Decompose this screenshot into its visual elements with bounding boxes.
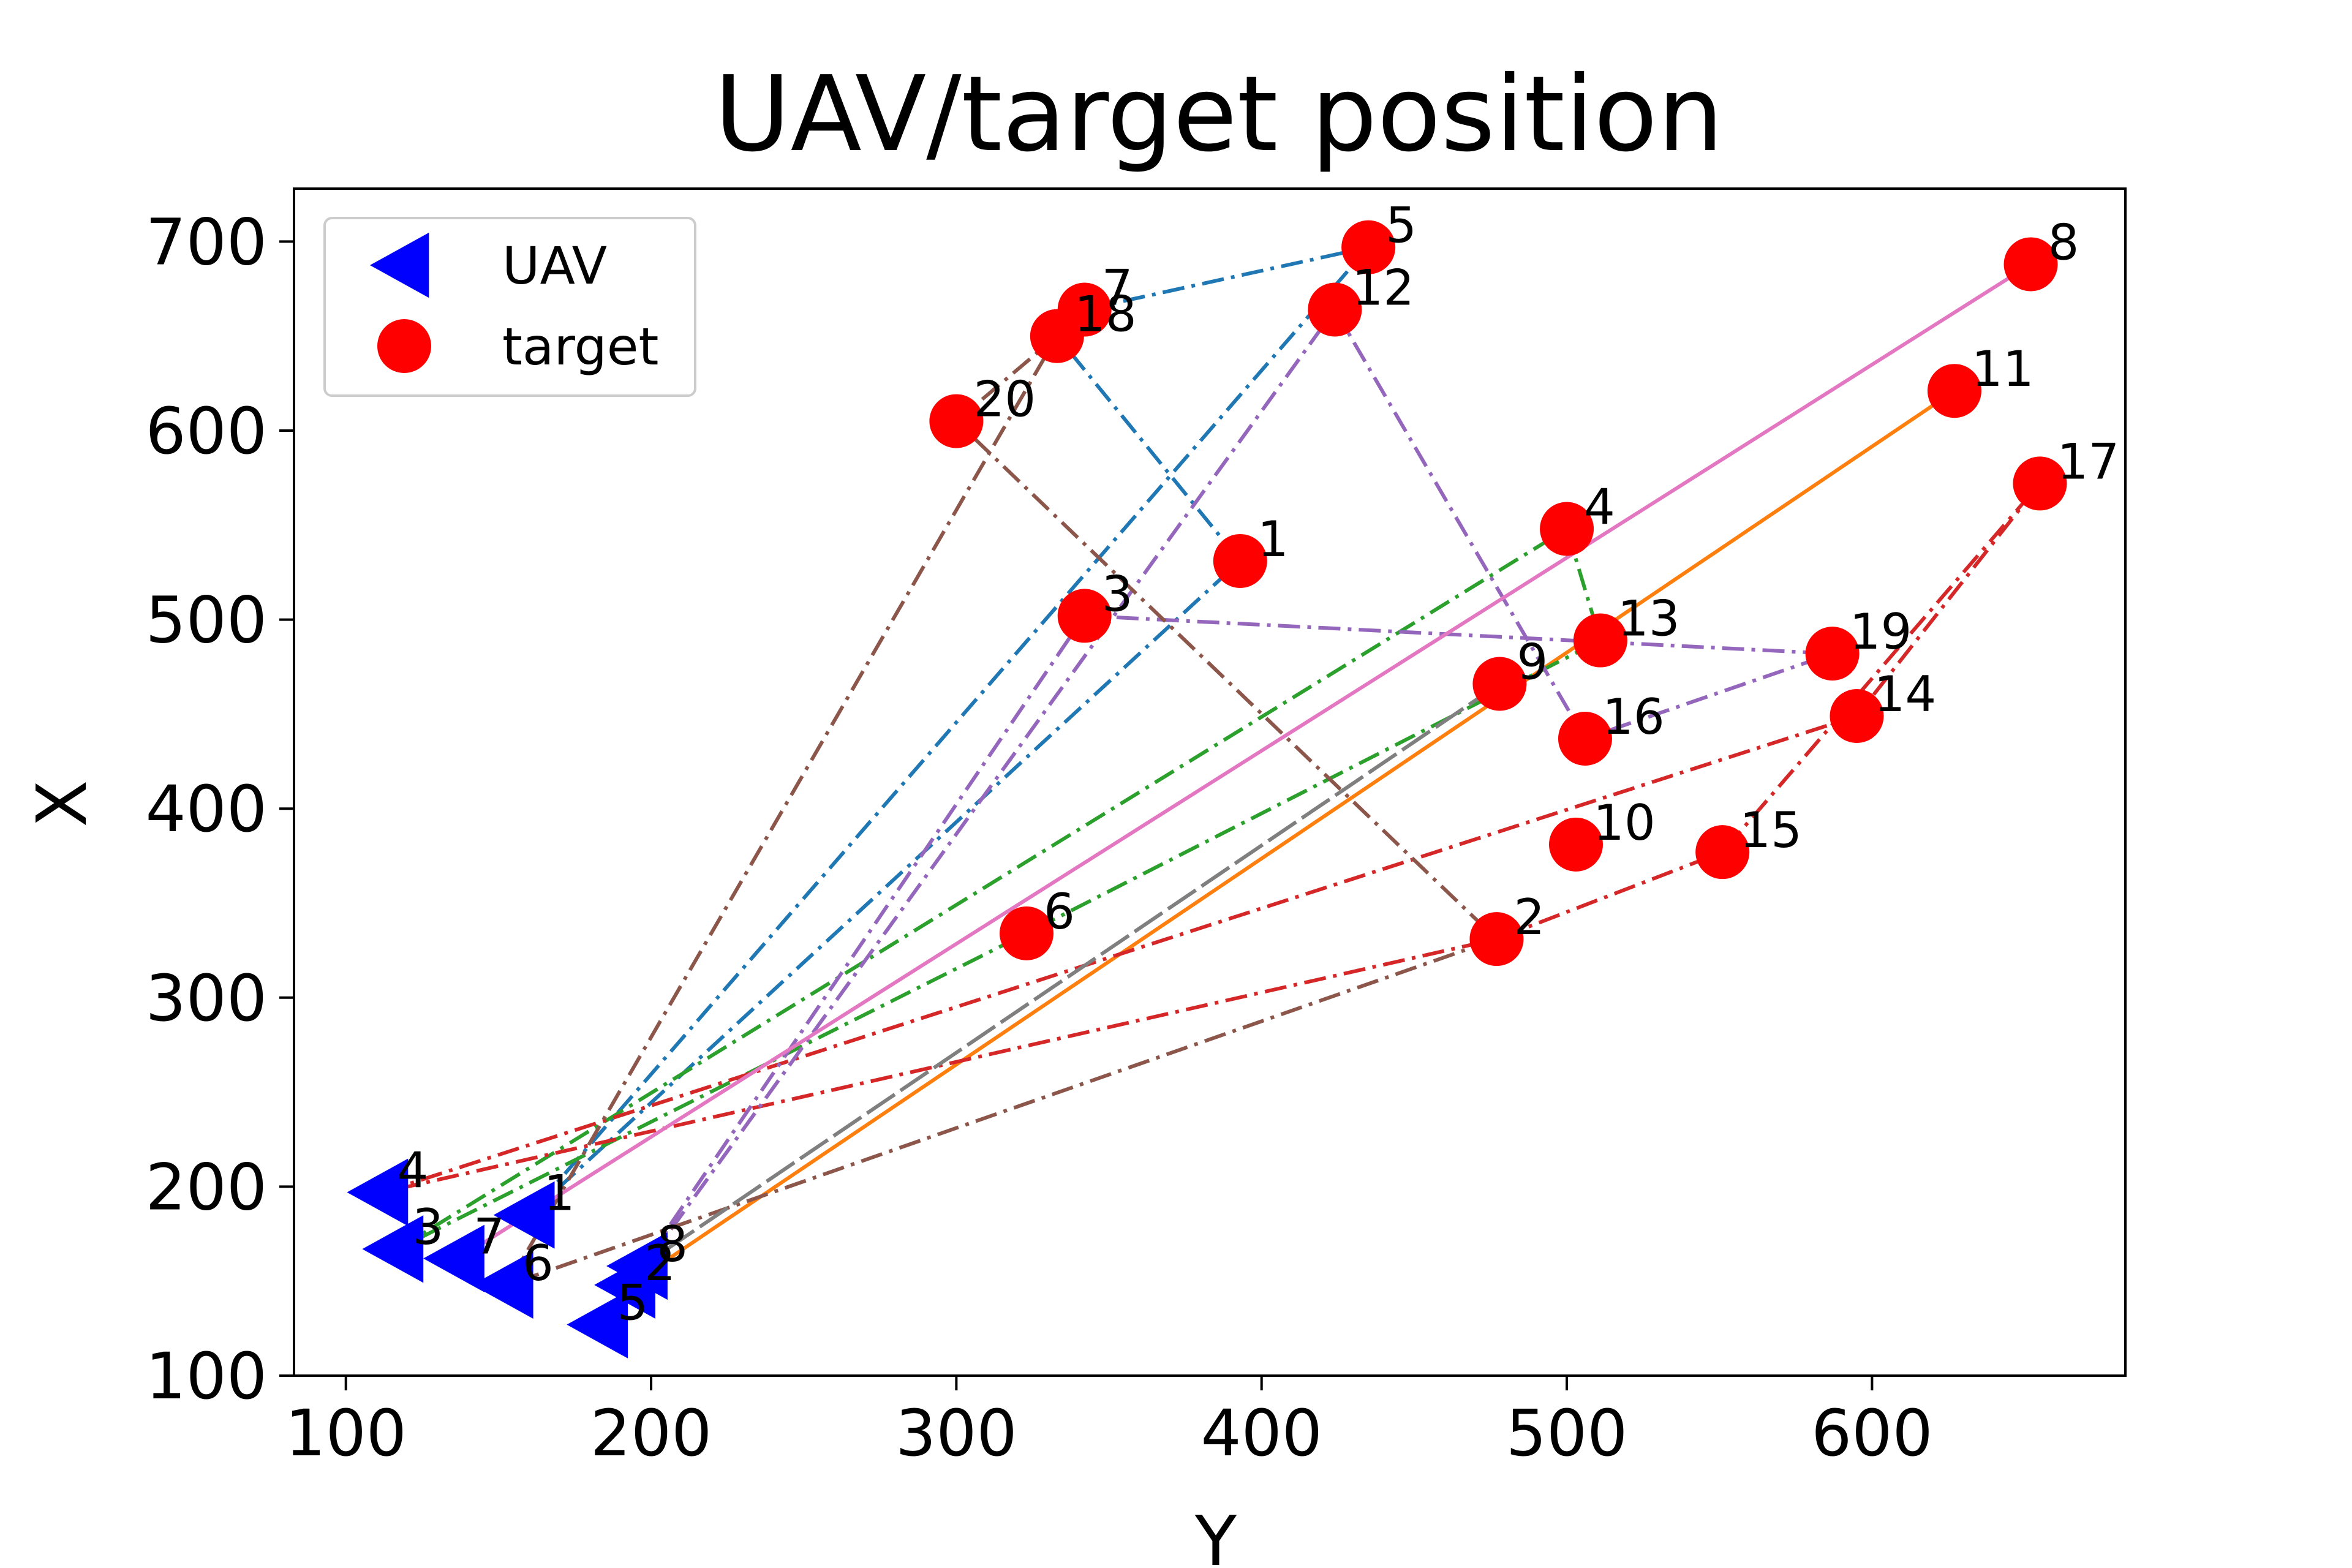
- target-marker-9: [1472, 657, 1527, 711]
- target-label-19: 19: [1850, 603, 1912, 660]
- y-axis-ticks: 100 200 300 400 500 600 700: [145, 205, 294, 1414]
- x-tick-label-200: 200: [590, 1396, 712, 1471]
- target-marker-12: [1308, 282, 1362, 337]
- y-tick-label-500: 500: [145, 583, 267, 658]
- x-axis-ticks: 100 200 300 400 500 600: [285, 1376, 1933, 1471]
- uav-marker-7: [423, 1224, 484, 1292]
- legend-uav-icon: [370, 232, 429, 298]
- target-marker-6: [1000, 906, 1054, 960]
- target-label-10: 10: [1593, 794, 1656, 851]
- x-axis-label: Y: [1194, 1502, 1237, 1568]
- target-label-4: 4: [1584, 478, 1615, 535]
- y-tick-label-300: 300: [145, 961, 267, 1036]
- x-tick-label-100: 100: [285, 1396, 407, 1471]
- target-marker-4: [1540, 502, 1594, 556]
- uav-label-6: 6: [522, 1235, 554, 1292]
- target-label-8: 8: [2048, 214, 2079, 271]
- target-marker-20: [929, 394, 984, 448]
- target-label-17: 17: [2057, 433, 2119, 490]
- uav-label-5: 5: [617, 1275, 648, 1332]
- route-line-uav-1: [527, 245, 1371, 1216]
- target-label-7: 7: [1102, 260, 1133, 317]
- uav-marker-8: [606, 1232, 668, 1300]
- target-label-20: 20: [973, 371, 1036, 428]
- x-tick-label-300: 300: [895, 1396, 1017, 1471]
- uav-marker-1: [493, 1181, 555, 1249]
- y-axis-label: X: [23, 780, 102, 827]
- y-tick-label-600: 600: [145, 394, 267, 469]
- uav-label-2: 2: [644, 1235, 676, 1292]
- uav-label-8: 8: [657, 1216, 688, 1273]
- y-tick-label-700: 700: [145, 205, 267, 279]
- uav-marker-6: [472, 1251, 533, 1319]
- uav-label-7: 7: [473, 1208, 505, 1265]
- target-label-11: 11: [1972, 341, 2034, 398]
- target-marker-11: [1927, 364, 1981, 418]
- target-label-5: 5: [1385, 197, 1417, 254]
- y-tick-label-200: 200: [145, 1150, 267, 1224]
- target-label-12: 12: [1352, 260, 1414, 317]
- legend-target-icon: [377, 319, 431, 373]
- target-label-3: 3: [1102, 565, 1133, 622]
- route-line-uav-4: [382, 481, 2042, 1194]
- uav-label-1: 1: [544, 1165, 575, 1222]
- target-label-9: 9: [1517, 634, 1548, 691]
- x-tick-label-400: 400: [1200, 1396, 1322, 1471]
- target-label-15: 15: [1740, 802, 1802, 859]
- y-tick-label-400: 400: [145, 772, 267, 846]
- target-marker-10: [1549, 817, 1603, 872]
- x-tick-label-600: 600: [1811, 1396, 1933, 1471]
- target-marker-14: [1830, 688, 1884, 743]
- y-tick-label-100: 100: [145, 1339, 267, 1414]
- target-label-2: 2: [1513, 889, 1545, 946]
- x-tick-label-500: 500: [1506, 1396, 1628, 1471]
- legend-label-target: target: [502, 317, 658, 377]
- target-label-6: 6: [1044, 883, 1075, 940]
- target-marker-19: [1805, 627, 1860, 681]
- target-label-1: 1: [1257, 511, 1289, 568]
- target-label-16: 16: [1602, 688, 1665, 745]
- target-marker-16: [1558, 712, 1612, 766]
- uav-marker-5: [567, 1291, 628, 1359]
- uav-label-4: 4: [398, 1142, 429, 1199]
- uav-label-3: 3: [412, 1199, 443, 1256]
- target-marker-15: [1695, 825, 1750, 880]
- target-marker-1: [1213, 533, 1267, 588]
- legend-label-UAV: UAV: [502, 236, 607, 296]
- target-marker-17: [2013, 456, 2067, 511]
- plot-frame: [293, 187, 2127, 1377]
- target-markers: [929, 220, 2067, 967]
- target-marker-13: [1573, 613, 1627, 668]
- target-marker-2: [1469, 912, 1524, 967]
- target-marker-5: [1341, 220, 1396, 274]
- uav-marker-4: [347, 1158, 409, 1226]
- chart-title: UAV/target position: [714, 54, 1724, 175]
- target-marker-3: [1057, 589, 1112, 643]
- target-marker-18: [1030, 309, 1084, 363]
- uav-marker-3: [362, 1215, 424, 1283]
- target-label-18: 18: [1074, 286, 1137, 343]
- uav-markers: [347, 1158, 668, 1359]
- route-line-uav-8: [641, 682, 1502, 1268]
- target-label-14: 14: [1874, 666, 1936, 723]
- target-marker-8: [2003, 237, 2058, 292]
- target-label-13: 13: [1618, 590, 1680, 647]
- legend: UAV target: [323, 217, 696, 397]
